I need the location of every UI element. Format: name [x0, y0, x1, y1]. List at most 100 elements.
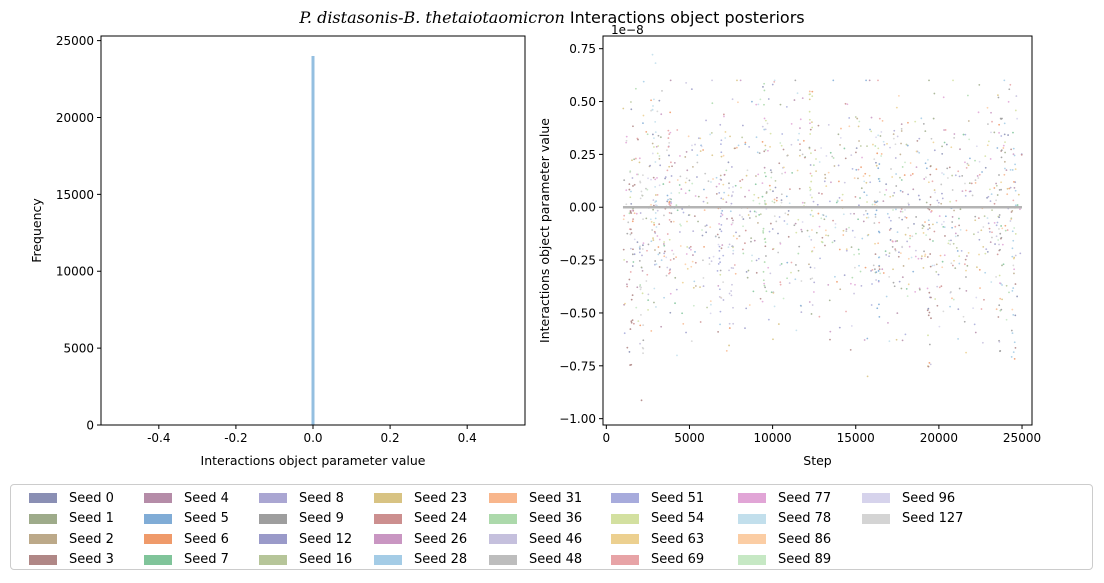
scatter-point [860, 187, 863, 190]
scatter-point [682, 211, 685, 214]
scatter-point [1013, 256, 1016, 259]
scatter-point [800, 311, 803, 314]
scatter-point [709, 226, 712, 229]
legend-label: Seed 2 [69, 531, 114, 547]
scatter-point [763, 103, 765, 106]
scatter-point [1015, 95, 1018, 97]
scatter-point [771, 228, 774, 230]
scatter-point [947, 177, 949, 179]
scatter-point [640, 190, 643, 193]
scatter-point [833, 165, 836, 167]
scatter-point [780, 199, 783, 202]
scatter-point [896, 240, 899, 242]
scatter-point [821, 236, 824, 239]
scatter-point [821, 192, 823, 195]
scatter-point [848, 125, 851, 128]
scatter-point [692, 254, 694, 256]
scatter-point [942, 225, 945, 228]
scatter-point [868, 174, 871, 177]
scatter-point [762, 227, 765, 230]
scatter-point [772, 190, 774, 193]
scatter-point [942, 310, 945, 313]
scatter-point [763, 89, 766, 92]
scatter-point [705, 231, 708, 234]
scatter-point [811, 250, 813, 253]
scatter-point [714, 235, 717, 238]
scatter-point [725, 349, 728, 352]
legend-label: Seed 8 [299, 490, 344, 506]
scatter-point [926, 287, 929, 290]
scatter-point [895, 208, 897, 211]
scatter-point [657, 134, 660, 137]
scatter-point [778, 216, 781, 218]
scatter-point [984, 155, 987, 158]
legend-swatch [29, 554, 57, 565]
scatter-point [795, 231, 798, 234]
scatter-point [752, 290, 755, 293]
scatter-point [673, 161, 676, 164]
scatter-point [886, 212, 889, 215]
scatter-point [861, 156, 863, 159]
scatter-point [999, 248, 1001, 251]
scatter-point [872, 264, 875, 267]
scatter-point [991, 231, 993, 234]
scatter-point [654, 161, 657, 163]
scatter-point [755, 215, 757, 218]
scatter-point [994, 243, 996, 245]
scatter-point [903, 174, 906, 176]
legend-item: Seed 1 [29, 509, 114, 529]
scatter-point [638, 161, 641, 164]
scatter-point [622, 218, 625, 221]
scatter-point [982, 245, 985, 248]
scatter-point [902, 265, 905, 267]
scatter-point [824, 244, 826, 247]
scatter-point [859, 197, 861, 199]
scatter-point [900, 179, 903, 181]
scatter-point [1000, 308, 1003, 311]
scatter-point [640, 314, 642, 316]
legend-label: Seed 78 [778, 511, 832, 526]
scatter-point [936, 199, 939, 202]
scatter-point [708, 257, 711, 259]
scatter-point [691, 149, 694, 151]
legend-label: Seed 86 [778, 531, 832, 547]
scatter-point [948, 166, 951, 169]
scatter-point [718, 245, 721, 248]
scatter-point [790, 143, 793, 146]
scatter-point [729, 210, 732, 213]
legend-swatch [374, 493, 402, 503]
scatter-point [744, 242, 746, 245]
scatter-point [799, 143, 801, 146]
scatter-point [858, 120, 861, 123]
scatter-point [669, 131, 672, 134]
scatter-point [901, 245, 904, 248]
scatter-point [731, 283, 733, 286]
scatter-point [694, 285, 697, 287]
scatter-panel: 0 5000 10000 15000 20000 25000−1.00−0.75−0.50… [537, 23, 1041, 468]
scatter-point [849, 282, 852, 285]
scatter-point [718, 183, 721, 185]
scatter-point [964, 189, 967, 192]
scatter-point [763, 150, 766, 153]
scatter-point [874, 242, 876, 245]
scatter-point [798, 132, 800, 135]
scatter-point [927, 228, 929, 231]
scatter-point [856, 117, 859, 120]
scatter-point [951, 221, 954, 223]
scatter-point [1012, 287, 1015, 289]
scatter-point [696, 176, 698, 178]
scatter-point [719, 323, 721, 326]
scatter-point [1012, 147, 1015, 150]
scatter-point [858, 140, 860, 142]
scatter-point [854, 195, 857, 198]
legend-label: Seed 9 [299, 511, 344, 526]
scatter-point [986, 196, 988, 199]
scatter-point [930, 296, 932, 299]
scatter-point [749, 210, 752, 213]
scatter-point [1003, 79, 1006, 82]
scatter-point [782, 166, 785, 169]
scatter-point [663, 241, 666, 243]
scatter-point [863, 339, 866, 341]
scatter-point [883, 193, 886, 196]
scatter-point [641, 194, 643, 197]
